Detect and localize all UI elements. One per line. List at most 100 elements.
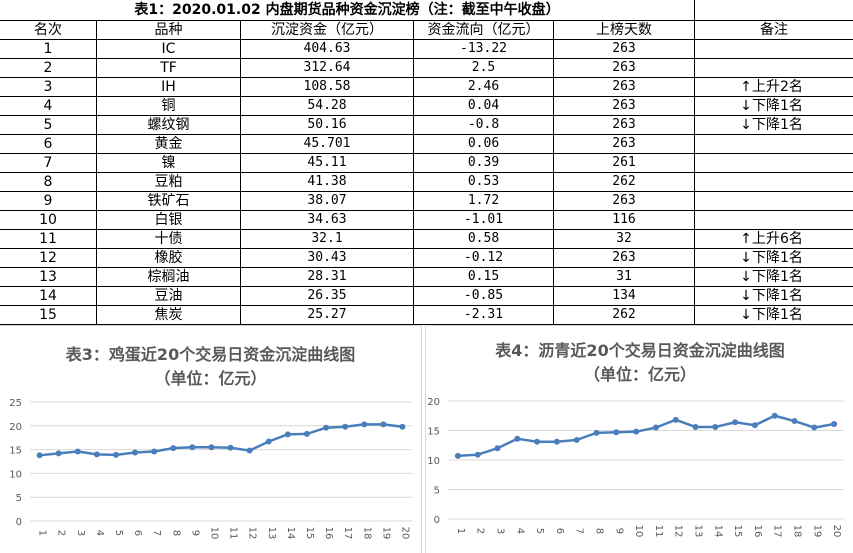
x-tick-label: 10 (208, 527, 219, 540)
table-row: 3 IH 108.58 2.46 263 ↑上升2名 (0, 78, 853, 97)
data-point (55, 450, 62, 457)
x-tick-label: 3 (495, 528, 506, 534)
table-row: 1 IC 404.63 -13.22 263 (0, 40, 853, 59)
table-body: 1 IC 404.63 -13.22 263 2 TF 312.64 2.5 263 3 IH 108.… (0, 40, 853, 325)
header-note: 备注 (760, 22, 788, 38)
data-point (93, 451, 100, 458)
table-row: 12 橡胶 30.43 -0.12 263 ↓下降1名 (0, 249, 853, 268)
cell-fund: 41.38 (241, 173, 414, 191)
cell-fund: 34.63 (241, 211, 414, 229)
x-tick-label: 15 (732, 525, 743, 538)
cell-fund: 38.07 (241, 192, 414, 210)
cell-days: 263 (554, 135, 695, 153)
note-text: 上升6名 (752, 231, 803, 247)
cell-fund: 108.58 (241, 78, 414, 96)
up-arrow-icon: ↑ (740, 79, 752, 95)
cell-flow: 1.72 (414, 192, 554, 210)
x-tick-label: 8 (594, 528, 605, 534)
cell-flow: 0.06 (414, 135, 554, 153)
x-tick-label: 14 (712, 525, 723, 538)
cell-note (695, 173, 853, 191)
x-tick-label: 4 (94, 530, 105, 536)
cell-days: 134 (554, 287, 695, 305)
table-row: 5 螺纹钢 50.16 -0.8 263 ↓下降1名 (0, 116, 853, 135)
y-tick-label: 5 (434, 486, 440, 497)
cell-name: 橡胶 (97, 249, 241, 267)
data-point (170, 445, 177, 452)
x-tick-label: 14 (285, 527, 296, 540)
cell-name: 铜 (97, 97, 241, 115)
down-arrow-icon: ↓ (740, 98, 752, 114)
x-tick-label: 18 (361, 527, 372, 540)
x-tick-label: 20 (831, 525, 842, 538)
cell-flow: -13.22 (414, 40, 554, 58)
cell-fund: 312.64 (241, 59, 414, 77)
cell-note: ↑上升2名 (695, 78, 853, 96)
header-fund: 沉淀资金（亿元） (241, 21, 414, 39)
data-point (672, 416, 679, 423)
up-arrow-icon: ↑ (740, 231, 752, 247)
cell-fund: 28.31 (241, 268, 414, 286)
x-tick-label: 6 (554, 528, 565, 534)
x-tick-label: 16 (323, 527, 334, 540)
cell-note (695, 211, 853, 229)
x-tick-label: 2 (56, 530, 67, 536)
data-point (342, 423, 349, 430)
y-tick-label: 10 (427, 456, 440, 467)
x-tick-label: 8 (170, 530, 181, 536)
cell-rank: 11 (0, 230, 97, 248)
cell-rank: 8 (0, 173, 97, 191)
asphalt-fund-line-chart: 表4：沥青近20个交易日资金沉淀曲线图 （单位：亿元） 0 5 10 15 20 1 2 3 4… (425, 325, 853, 553)
cell-name: 焦炭 (97, 306, 241, 324)
data-point (652, 424, 659, 431)
cell-name: IH (97, 78, 241, 96)
cell-rank: 14 (0, 287, 97, 305)
table-row: 8 豆粕 41.38 0.53 262 (0, 173, 853, 192)
cell-note: ↓下降1名 (695, 97, 853, 115)
x-tick-label: 16 (752, 525, 763, 538)
y-tick-label: 0 (16, 517, 22, 528)
cell-rank: 10 (0, 211, 97, 229)
cell-fund: 25.27 (241, 306, 414, 324)
x-tick-label: 6 (132, 530, 143, 536)
data-point (553, 438, 560, 445)
cell-rank: 6 (0, 135, 97, 153)
cell-days: 116 (554, 211, 695, 229)
y-tick-label: 10 (9, 469, 22, 480)
data-point (692, 423, 699, 430)
chart-subtitle: （单位：亿元） (583, 365, 696, 384)
cell-note (695, 154, 853, 172)
note-text: 上升2名 (752, 79, 803, 95)
cell-flow: 0.04 (414, 97, 554, 115)
cell-flow: 0.53 (414, 173, 554, 191)
data-point (454, 452, 461, 459)
cell-flow: -2.31 (414, 306, 554, 324)
title-blank-cell (695, 0, 853, 20)
cell-flow: -0.85 (414, 287, 554, 305)
cell-flow: 2.46 (414, 78, 554, 96)
header-name: 品种 (97, 21, 241, 39)
y-tick-label: 15 (9, 446, 22, 457)
x-tick-label: 5 (534, 528, 545, 534)
note-text: 下降1名 (752, 98, 803, 114)
chart-subtitle: （单位：亿元） (154, 369, 267, 388)
cell-note: ↓下降1名 (695, 116, 853, 134)
x-tick-label: 11 (228, 527, 239, 540)
table-row: 13 棕榈油 28.31 0.15 31 ↓下降1名 (0, 268, 853, 287)
header-flow: 资金流向（亿元） (414, 21, 554, 39)
x-tick-label: 10 (633, 525, 644, 538)
note-text: 下降1名 (752, 288, 803, 304)
cell-name: 十债 (97, 230, 241, 248)
x-tick-label: 15 (304, 527, 315, 540)
cell-fund: 45.701 (241, 135, 414, 153)
data-point (751, 422, 758, 429)
data-point (151, 448, 158, 455)
x-tick-label: 9 (613, 528, 624, 534)
cell-note (695, 40, 853, 58)
x-tick-label: 17 (772, 525, 783, 538)
data-point (246, 447, 253, 454)
cell-days: 262 (554, 306, 695, 324)
data-point (494, 445, 501, 452)
